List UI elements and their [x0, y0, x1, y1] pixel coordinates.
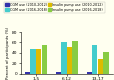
Y-axis label: Percent of participants (%): Percent of participants (%) [6, 27, 10, 79]
Bar [36, 49, 41, 74]
Legend: CGM use (2010-2012), CGM use (2016-2018), Insulin pump use (2010-2012), Insulin : CGM use (2010-2012), CGM use (2016-2018)… [4, 2, 104, 13]
Bar [102, 52, 108, 74]
Bar [91, 45, 97, 74]
Bar [30, 49, 35, 74]
Bar [25, 72, 30, 74]
Bar [97, 59, 102, 74]
Bar [72, 41, 77, 74]
Bar [86, 72, 91, 74]
Bar [55, 72, 60, 74]
Bar [66, 47, 71, 74]
Bar [61, 42, 66, 74]
Bar [41, 45, 46, 74]
